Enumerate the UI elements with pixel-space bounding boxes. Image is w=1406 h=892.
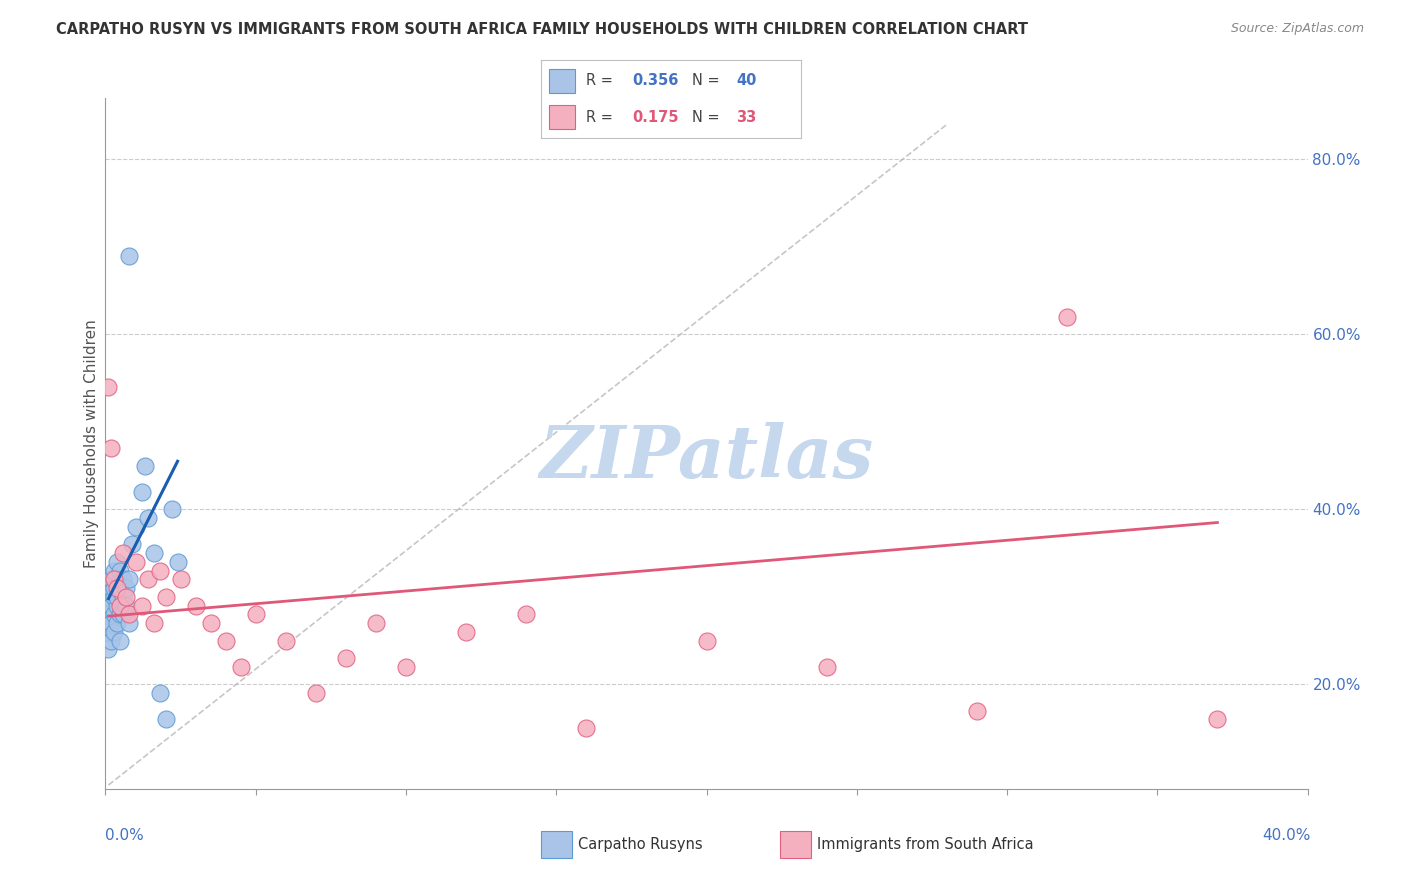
Text: Immigrants from South Africa: Immigrants from South Africa <box>817 838 1033 852</box>
Point <box>118 607 141 622</box>
Point <box>229 660 252 674</box>
Point <box>160 502 183 516</box>
Point <box>335 651 357 665</box>
Point <box>136 573 159 587</box>
Point <box>112 573 135 587</box>
Text: N =: N = <box>692 110 724 125</box>
Point <box>142 616 165 631</box>
Point <box>100 441 122 455</box>
Point <box>110 564 132 578</box>
Point <box>110 599 132 613</box>
Point <box>97 590 120 604</box>
Text: N =: N = <box>692 73 724 88</box>
Point <box>110 581 132 595</box>
Point <box>454 624 477 639</box>
Point <box>200 616 222 631</box>
Point <box>107 599 129 613</box>
Point <box>103 607 125 622</box>
Point <box>112 546 135 560</box>
Point <box>103 624 125 639</box>
Point <box>696 633 718 648</box>
Point <box>305 686 328 700</box>
Point <box>155 713 177 727</box>
Point <box>118 249 141 263</box>
Point <box>112 590 135 604</box>
Text: Source: ZipAtlas.com: Source: ZipAtlas.com <box>1230 22 1364 36</box>
Point <box>131 484 153 499</box>
Text: 40.0%: 40.0% <box>1263 828 1310 843</box>
Text: 0.356: 0.356 <box>633 73 679 88</box>
Point <box>515 607 537 622</box>
Point <box>148 564 170 578</box>
Point <box>115 599 138 613</box>
Point <box>245 607 267 622</box>
Point <box>115 581 138 595</box>
Point <box>169 573 191 587</box>
Point <box>575 721 598 735</box>
Point <box>97 607 120 622</box>
Point <box>110 607 132 622</box>
Text: R =: R = <box>585 73 617 88</box>
Text: 33: 33 <box>737 110 756 125</box>
Text: R =: R = <box>585 110 617 125</box>
Bar <box>550 70 575 93</box>
Point <box>97 642 120 657</box>
Point <box>103 573 125 587</box>
Point <box>100 633 122 648</box>
Point <box>115 590 138 604</box>
Point <box>118 616 141 631</box>
Point <box>100 616 122 631</box>
Text: CARPATHO RUSYN VS IMMIGRANTS FROM SOUTH AFRICA FAMILY HOUSEHOLDS WITH CHILDREN C: CARPATHO RUSYN VS IMMIGRANTS FROM SOUTH … <box>56 22 1028 37</box>
Point <box>274 633 297 648</box>
Point <box>134 458 156 473</box>
Point <box>124 555 146 569</box>
Point <box>112 607 135 622</box>
Point <box>103 581 125 595</box>
Text: 0.175: 0.175 <box>633 110 679 125</box>
Point <box>97 624 120 639</box>
Point <box>166 555 188 569</box>
Point <box>966 704 988 718</box>
Point <box>103 564 125 578</box>
Point <box>107 590 129 604</box>
Point <box>184 599 207 613</box>
Point <box>107 581 129 595</box>
Text: 40: 40 <box>737 73 756 88</box>
Point <box>136 511 159 525</box>
Point <box>1056 310 1078 324</box>
Point <box>107 616 129 631</box>
Point <box>1206 713 1229 727</box>
Point <box>124 520 146 534</box>
Point <box>100 599 122 613</box>
Y-axis label: Family Households with Children: Family Households with Children <box>83 319 98 568</box>
Point <box>155 590 177 604</box>
Point <box>364 616 387 631</box>
Text: 0.0%: 0.0% <box>105 828 145 843</box>
Point <box>131 599 153 613</box>
Point <box>148 686 170 700</box>
Point <box>100 573 122 587</box>
Text: Carpatho Rusyns: Carpatho Rusyns <box>578 838 703 852</box>
Point <box>142 546 165 560</box>
Point <box>100 581 122 595</box>
Point <box>395 660 418 674</box>
Point <box>107 555 129 569</box>
Point <box>118 573 141 587</box>
Bar <box>550 105 575 128</box>
Text: ZIPatlas: ZIPatlas <box>540 422 873 493</box>
Point <box>121 537 143 551</box>
Point <box>815 660 838 674</box>
Point <box>110 633 132 648</box>
Point <box>103 590 125 604</box>
Point <box>97 380 120 394</box>
Point <box>214 633 236 648</box>
